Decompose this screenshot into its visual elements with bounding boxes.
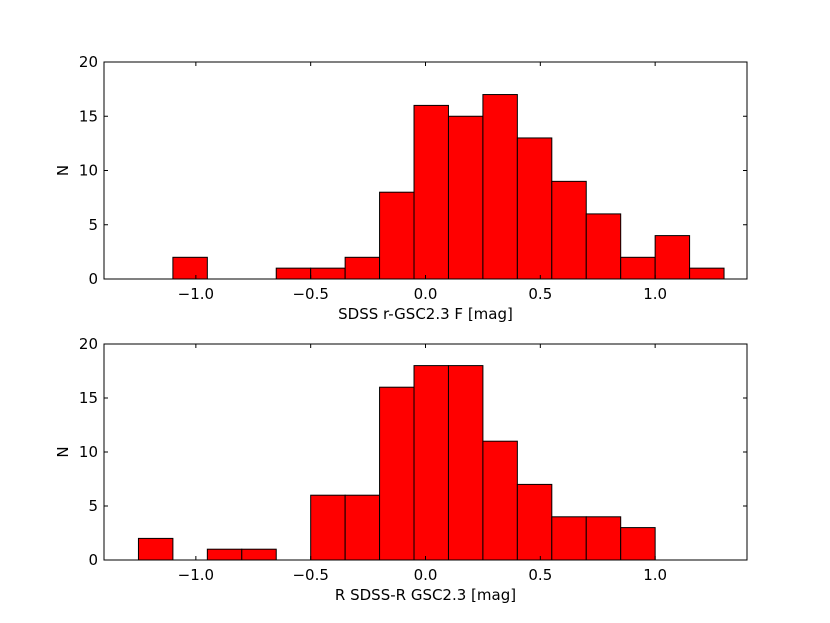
x-tick-label: −0.5	[292, 285, 328, 303]
y-tick-label: 20	[79, 53, 98, 71]
x-tick-label: −1.0	[178, 566, 214, 584]
histogram-bar	[585, 213, 622, 280]
histogram-bar	[379, 386, 415, 561]
y-axis-label: N	[54, 165, 72, 176]
histogram-bar	[516, 137, 553, 280]
histogram-bar	[482, 440, 518, 561]
histogram-bar	[551, 516, 587, 561]
y-tick-label: 10	[79, 443, 98, 461]
y-tick-label: 0	[88, 270, 98, 288]
histogram-bar	[344, 256, 381, 280]
x-tick-label: 0.5	[528, 566, 552, 584]
histogram-bar	[241, 548, 277, 561]
x-tick-label: 1.0	[643, 566, 667, 584]
histogram-bar	[379, 191, 415, 280]
x-tick-label: −1.0	[178, 285, 214, 303]
histogram-bar	[413, 104, 449, 280]
histogram-bar	[447, 115, 484, 280]
y-axis-label: N	[54, 446, 72, 457]
x-axis-label: R SDSS-R GSC2.3 [mag]	[335, 586, 516, 604]
histogram-bar	[620, 527, 656, 561]
y-tick-label: 10	[79, 162, 98, 180]
y-tick-label: 15	[79, 389, 98, 407]
histogram-bar	[689, 267, 725, 280]
histogram-bar	[516, 483, 553, 561]
histogram-bar	[310, 494, 346, 561]
y-tick-label: 20	[79, 335, 98, 353]
histogram-bar	[344, 494, 381, 561]
histogram-bar	[275, 267, 312, 280]
histogram-bar	[447, 365, 484, 561]
top-histogram-panel: −1.0 −0.5 0.0 0.5 1.0 0 5 10 15 20 SDSS r-GSC2.3 F…	[54, 53, 748, 323]
y-tick-label: 5	[88, 216, 98, 234]
y-tick-label: 0	[88, 551, 98, 569]
x-tick-label: −0.5	[292, 566, 328, 584]
histogram-bar	[620, 256, 656, 280]
histogram-bar	[310, 267, 346, 280]
x-tick-label: 1.0	[643, 285, 667, 303]
y-tick-label: 15	[79, 107, 98, 125]
y-tick-label: 5	[88, 497, 98, 515]
histogram-bar	[654, 235, 691, 280]
bottom-histogram-panel: −1.0 −0.5 0.0 0.5 1.0 0 5 10 15 20 R SDSS-R GSC2.3…	[54, 335, 748, 604]
x-axis-label: SDSS r-GSC2.3 F [mag]	[338, 305, 513, 323]
histogram-bar	[482, 94, 518, 280]
histogram-bar	[206, 548, 243, 561]
histogram-bar	[137, 537, 174, 561]
x-tick-label: 0.5	[528, 285, 552, 303]
histogram-bar	[413, 365, 449, 561]
histogram-bar	[172, 256, 208, 280]
histogram-bar	[551, 180, 587, 280]
x-tick-label: 0.0	[414, 285, 438, 303]
histogram-bar	[585, 516, 622, 561]
x-tick-label: 0.0	[414, 566, 438, 584]
